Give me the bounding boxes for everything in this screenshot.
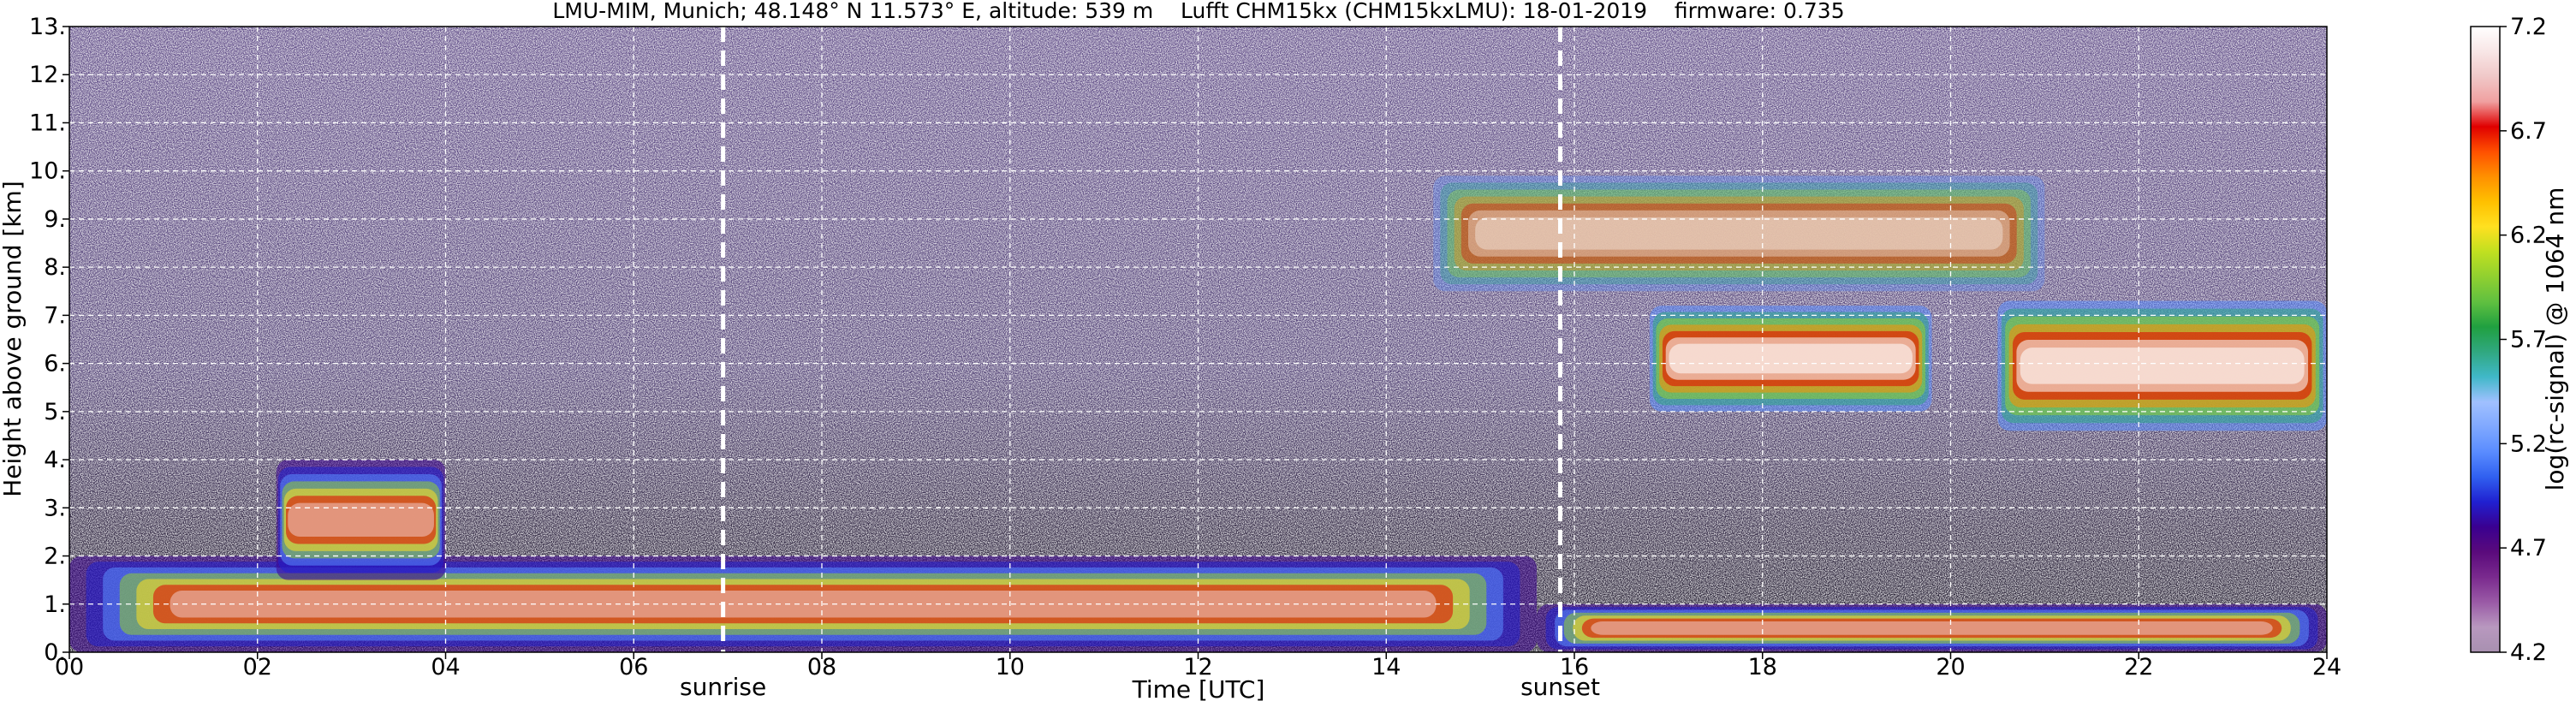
grid xyxy=(69,27,2327,652)
y-tick-label: 8. xyxy=(44,254,66,281)
layer-2-band xyxy=(1591,621,2273,635)
layer-4-band xyxy=(1669,343,1913,374)
layer-5-band xyxy=(2020,348,2305,384)
x-tick-label: 02 xyxy=(243,654,272,680)
y-axis-label: Height above ground [km] xyxy=(0,181,27,497)
y-tick-label: 1. xyxy=(44,591,66,618)
colorbar-tick-label: 4.7 xyxy=(2510,535,2547,561)
layer-3-band xyxy=(288,502,434,538)
colorbar-tick-label: 4.2 xyxy=(2510,639,2547,666)
aerosol-layers xyxy=(69,175,2327,652)
x-tick-label: 14 xyxy=(1371,654,1401,680)
colorbar-scale xyxy=(2470,26,2501,653)
layer-6-band xyxy=(1447,189,2032,278)
layer-3 xyxy=(276,460,446,580)
y-tick-label: 2. xyxy=(44,544,66,570)
plot-area xyxy=(69,27,2327,652)
colorbar-tick-label: 5.2 xyxy=(2510,431,2547,457)
layer-2 xyxy=(1537,603,2327,652)
x-tick-label: 24 xyxy=(2312,654,2341,680)
sunrise-label: sunrise xyxy=(680,673,766,701)
x-tick-label: 04 xyxy=(431,654,460,680)
y-tick-label: 3. xyxy=(44,495,66,521)
x-axis-label: Time [UTC] xyxy=(1132,675,1265,704)
y-tick-label: 10. xyxy=(29,158,66,185)
x-tick-label: 06 xyxy=(619,654,648,680)
event-lines xyxy=(721,27,1563,652)
x-tick-label: 00 xyxy=(55,654,84,680)
y-tick-label: 5. xyxy=(44,399,66,425)
x-tick-label: 12 xyxy=(1183,654,1212,680)
colorbar-tick-label: 6.2 xyxy=(2510,223,2547,249)
colorbar: 4.2 4.7 5.2 5.7 6.2 6.7 7.2 xyxy=(2470,14,2547,666)
layer-4 xyxy=(1649,306,1932,412)
y-tick-label: 6. xyxy=(44,351,66,377)
layer-6-band xyxy=(1461,203,2017,264)
y-tick-label: 0. xyxy=(44,639,66,666)
colorbar-tick-label: 5.7 xyxy=(2510,327,2547,354)
y-tick-label: 9. xyxy=(44,206,66,233)
x-axis: 00 02 04 06 08 10 12 14 16 18 20 22 24 xyxy=(55,652,2341,680)
layer-1-band xyxy=(170,591,1437,618)
layer-6-band xyxy=(1467,210,2010,257)
x-tick-label: 08 xyxy=(807,654,836,680)
colorbar-tick-label: 6.7 xyxy=(2510,118,2547,145)
y-tick-label: 13. xyxy=(29,14,66,40)
x-tick-label: 20 xyxy=(1936,654,1965,680)
y-tick-label: 7. xyxy=(44,302,66,329)
colorbar-label: log(rc-signal) @ 1064 nm xyxy=(2541,187,2569,491)
sunset-label: sunset xyxy=(1520,673,1600,701)
x-tick-label: 16 xyxy=(1560,654,1589,680)
x-tick-label: 10 xyxy=(996,654,1025,680)
event-labels: sunrise sunset xyxy=(680,673,1600,701)
layer-6-band xyxy=(1440,182,2038,285)
layer-6-band xyxy=(1454,196,2024,270)
x-tick-label: 18 xyxy=(1748,654,1777,680)
layer-1 xyxy=(69,556,1538,652)
y-tick-label: 12. xyxy=(29,62,66,88)
y-tick-label: 4. xyxy=(44,447,66,473)
y-tick-label: 11. xyxy=(29,110,66,136)
y-axis: 0. 1. 2. 3. 4. 5. 6. 7. 8. 9. 10. 11. 12. 13. xyxy=(29,14,69,666)
layer-5 xyxy=(1997,300,2327,431)
colorbar-tick-label: 7.2 xyxy=(2510,14,2547,40)
chart-title: LMU-MIM, Munich; 48.148° N 11.573° E, al… xyxy=(552,0,1844,23)
layer-6 xyxy=(1433,175,2045,292)
layer-6-band xyxy=(1433,175,2045,292)
layer-6-band xyxy=(1475,217,2003,250)
x-tick-label: 22 xyxy=(2124,654,2153,680)
